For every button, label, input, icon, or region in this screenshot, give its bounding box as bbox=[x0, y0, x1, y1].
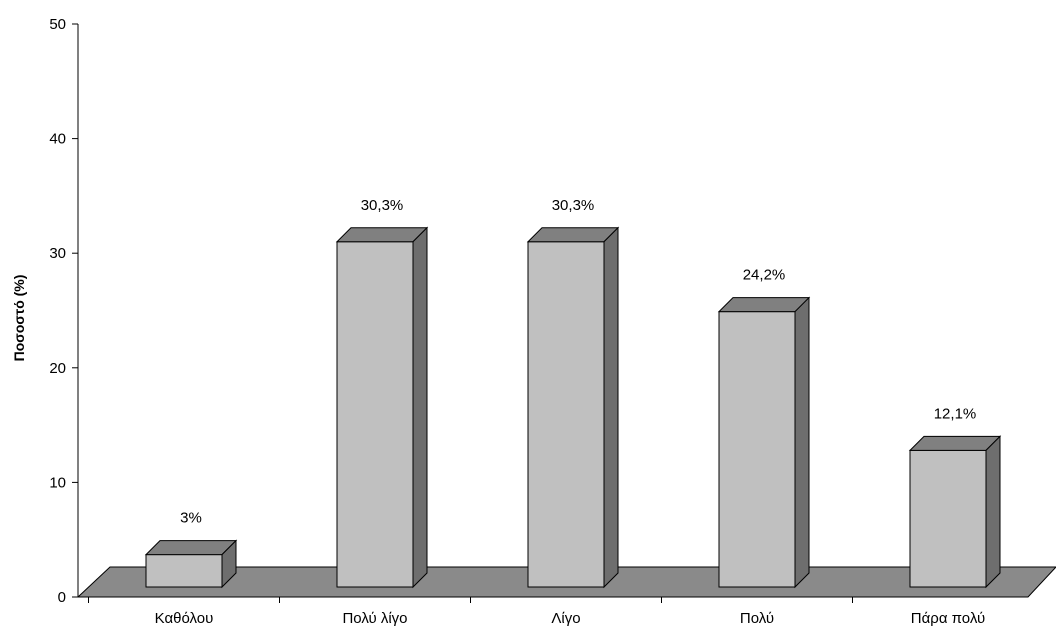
labels: 3% Καθόλου 30,3% Πολύ λίγο 30,3% Λίγο 24,2% Πολ… bbox=[155, 197, 986, 627]
x-tick-label: Καθόλου bbox=[155, 610, 214, 627]
bar-top bbox=[335, 227, 429, 243]
bar-side bbox=[985, 435, 1001, 589]
x-tick-label: Λίγο bbox=[551, 610, 580, 627]
bar-top bbox=[717, 297, 811, 313]
bar-side bbox=[603, 226, 619, 589]
data-label: 30,3% bbox=[552, 197, 595, 214]
bar bbox=[718, 311, 796, 588]
bar-side bbox=[412, 226, 428, 589]
data-label: 24,2% bbox=[743, 267, 786, 284]
bar-top bbox=[144, 540, 238, 556]
y-tick-label: 20 bbox=[49, 360, 66, 377]
y-tick-label: 30 bbox=[49, 245, 66, 262]
x-tick-label: Πολύ λίγο bbox=[342, 610, 407, 627]
y-axis-title: Ποσοστό (%) bbox=[11, 275, 27, 362]
bar-side bbox=[794, 296, 810, 589]
bar-side bbox=[221, 539, 237, 589]
bar-top bbox=[908, 435, 1002, 451]
y-tick-label: 50 bbox=[49, 16, 66, 33]
x-tick-label: Πάρα πολύ bbox=[911, 610, 985, 627]
x-tick-label: Πολύ bbox=[740, 610, 774, 627]
bar bbox=[527, 241, 605, 588]
bar bbox=[909, 449, 987, 588]
bar bbox=[145, 554, 223, 588]
data-label: 3% bbox=[180, 510, 202, 527]
y-tick-label: 0 bbox=[58, 589, 66, 606]
y-tick-label: 40 bbox=[49, 131, 66, 148]
data-label: 12,1% bbox=[934, 405, 977, 422]
bar bbox=[336, 241, 414, 588]
data-label: 30,3% bbox=[361, 197, 404, 214]
bars bbox=[144, 226, 1002, 589]
y-tick-label: 10 bbox=[49, 474, 66, 491]
bar-top bbox=[526, 227, 620, 243]
y-axis: 0 10 20 30 40 50 bbox=[49, 16, 1028, 606]
